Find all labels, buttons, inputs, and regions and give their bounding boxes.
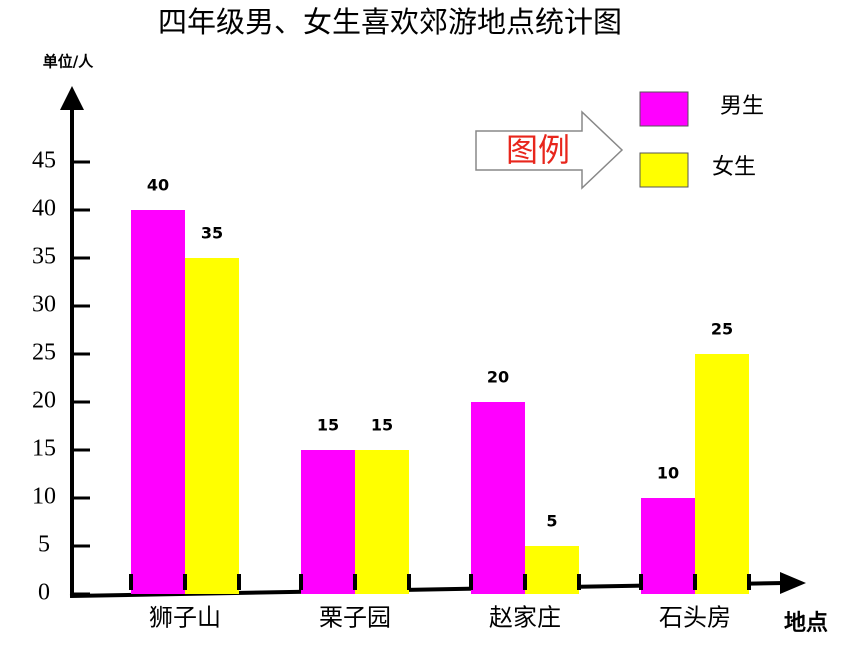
y-tick-label: 35 [32, 244, 56, 270]
x-tick-label: 赵家庄 [489, 605, 561, 632]
legend-swatch [639, 91, 689, 127]
bar [641, 498, 695, 594]
bar [525, 546, 579, 594]
chart-title: 四年级男、女生喜欢郊游地点统计图 [158, 5, 622, 39]
legend-arrow [475, 110, 624, 190]
value-label: 40 [147, 176, 169, 195]
y-tick-label: 5 [38, 532, 50, 558]
x-tick-label: 石头房 [659, 605, 731, 632]
y-axis-label: 单位/人 [43, 53, 94, 71]
x-tick-label: 栗子园 [319, 606, 391, 632]
bar [301, 450, 355, 594]
value-label: 25 [711, 320, 733, 339]
value-label: 35 [201, 224, 223, 243]
x-tick-label: 狮子山 [149, 605, 221, 632]
y-tick-label: 30 [32, 292, 56, 318]
legend-label: 男生 [720, 94, 764, 119]
y-tick-label: 15 [32, 436, 56, 462]
value-label: 5 [546, 512, 557, 531]
y-tick-label: 25 [32, 340, 56, 366]
y-tick-label: 0 [38, 580, 50, 606]
legend-title: 图例 [506, 131, 570, 169]
legend-swatch [639, 152, 689, 188]
y-tick-label: 45 [32, 148, 56, 174]
value-label: 15 [371, 416, 393, 435]
value-label: 20 [487, 368, 509, 387]
y-tick-label: 40 [32, 196, 56, 222]
bar [185, 258, 239, 594]
bar [471, 402, 525, 594]
value-label: 10 [657, 464, 679, 483]
y-axis-arrow [60, 86, 84, 110]
legend-label: 女生 [712, 155, 756, 180]
bar [355, 450, 409, 594]
x-axis-arrow [780, 572, 806, 594]
bar [131, 210, 185, 594]
value-label: 15 [317, 416, 339, 435]
y-tick-label: 10 [32, 484, 56, 510]
bar [695, 354, 749, 594]
y-tick-label: 20 [32, 388, 56, 414]
x-axis-label: 地点 [784, 610, 828, 636]
